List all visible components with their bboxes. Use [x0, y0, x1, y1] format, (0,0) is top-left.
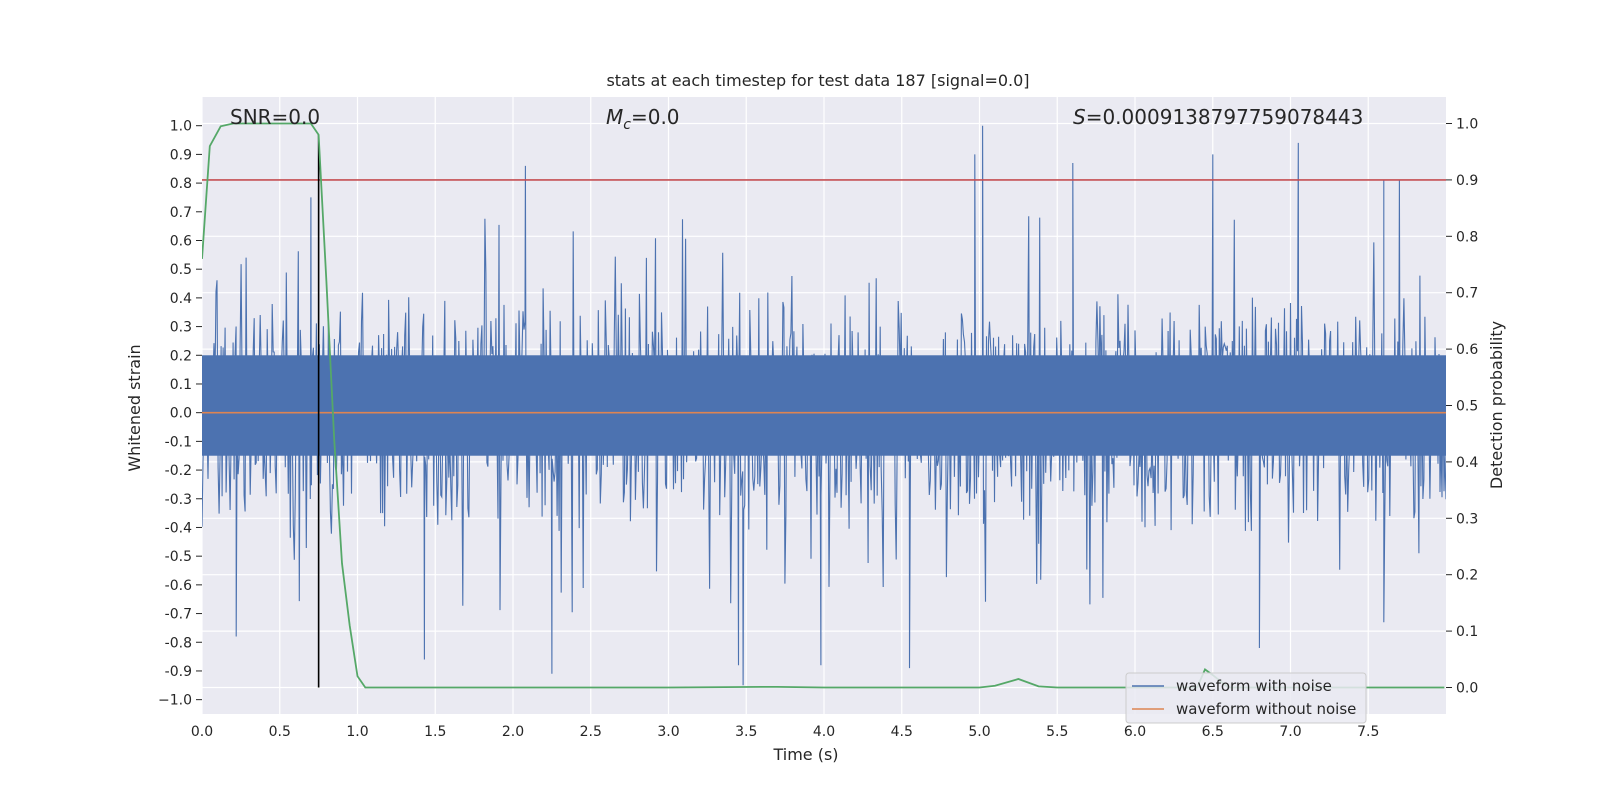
y-left-tick-label: -0.6 [165, 578, 192, 594]
x-tick-label: 2.5 [580, 724, 602, 740]
x-tick-label: 4.5 [891, 724, 913, 740]
y-left-tick-label: -0.2 [165, 463, 192, 479]
x-tick-label: 5.5 [1046, 724, 1068, 740]
y-left-tick-label: 0.1 [170, 377, 192, 393]
mc-symbol: M [606, 105, 623, 129]
legend-label-noise: waveform with noise [1176, 677, 1332, 695]
y-left-tick-label: 0.0 [170, 406, 192, 422]
x-tick-label: 0.5 [269, 724, 291, 740]
y-left-tick-label: 0.3 [170, 320, 192, 336]
x-tick-label: 4.0 [813, 724, 835, 740]
x-tick-label: 2.0 [502, 724, 524, 740]
waveform-noise-core [202, 355, 1446, 456]
x-tick-label: 0.0 [191, 724, 213, 740]
y-left-tick-label: 0.5 [170, 262, 192, 278]
legend-box [1125, 672, 1367, 724]
x-axis: 0.0 0.5 1.0 1.5 2.0 2.5 3.0 3.5 4.0 4.5 5.0 5.5 6.0 6… [191, 724, 1380, 740]
y-left-tick-label: 0.6 [170, 233, 192, 249]
y-left-tick-label: -0.3 [165, 492, 192, 508]
mc-value: =0.0 [631, 105, 680, 129]
y-left-tick-label: 0.7 [170, 205, 192, 221]
mc-subscript: c [623, 117, 631, 133]
x-tick-label: 1.5 [424, 724, 446, 740]
y-left-tick-label: 0.4 [170, 291, 192, 307]
y-right-tick-label: 0.6 [1456, 342, 1478, 358]
y-right-tick-label: 0.8 [1456, 229, 1478, 245]
x-tick-label: 3.0 [657, 724, 679, 740]
y-right-tick-label: 0.9 [1456, 173, 1478, 189]
y-right-tick-label: 0.4 [1456, 455, 1478, 471]
y-right-tick-label: 0.7 [1456, 286, 1478, 302]
chart-title: stats at each timestep for test data 187… [606, 71, 1029, 90]
x-tick-label: 1.0 [346, 724, 368, 740]
y-axis-left-label: Whitened strain [125, 344, 144, 471]
x-tick-label: 7.5 [1357, 724, 1379, 740]
x-tick-label: 6.5 [1202, 724, 1224, 740]
y-axis-right-label: Detection probability [1487, 321, 1506, 489]
x-tick-label: 6.0 [1124, 724, 1146, 740]
y-right-tick-label: 1.0 [1456, 117, 1478, 133]
y-right-tick-label: 0.1 [1456, 624, 1478, 640]
score-annotation: S=0.0009138797759078443 [1073, 105, 1363, 129]
x-axis-label: Time (s) [772, 745, 838, 764]
y-axis-left: 1.0 0.9 0.8 0.7 0.6 0.5 0.4 0.3 0.2 0.1 0.0 -0.1 -0.… [158, 119, 202, 709]
y-right-tick-label: 0.2 [1456, 568, 1478, 584]
y-left-tick-label: 0.8 [170, 176, 192, 192]
y-left-tick-label: -0.8 [165, 635, 192, 651]
y-right-tick-label: 0.5 [1456, 399, 1478, 415]
y-left-tick-label: −1.0 [158, 693, 192, 709]
snr-annotation: SNR=0.0 [230, 105, 320, 129]
y-left-tick-label: 1.0 [170, 119, 192, 135]
y-axis-right: 1.0 0.9 0.8 0.7 0.6 0.5 0.4 0.3 0.2 0.1 0.0 [1446, 117, 1478, 696]
legend: waveform with noise waveform without noi… [1125, 672, 1367, 724]
y-left-tick-label: -0.4 [165, 520, 192, 536]
y-left-tick-label: 0.9 [170, 147, 192, 163]
x-tick-label: 7.0 [1279, 724, 1301, 740]
y-left-tick-label: -0.1 [165, 434, 192, 450]
y-left-tick-label: -0.9 [165, 664, 192, 680]
x-tick-label: 3.5 [735, 724, 757, 740]
s-value: =0.0009138797759078443 [1086, 105, 1364, 129]
y-left-tick-label: -0.5 [165, 549, 192, 565]
y-left-tick-label: 0.2 [170, 348, 192, 364]
chirp-mass-annotation: Mc=0.0 [606, 105, 680, 133]
y-left-tick-label: -0.7 [165, 607, 192, 623]
y-right-tick-label: 0.0 [1456, 680, 1478, 696]
s-symbol: S [1073, 105, 1086, 129]
x-tick-label: 5.0 [968, 724, 990, 740]
legend-label-clean: waveform without noise [1176, 700, 1356, 718]
y-right-tick-label: 0.3 [1456, 511, 1478, 527]
